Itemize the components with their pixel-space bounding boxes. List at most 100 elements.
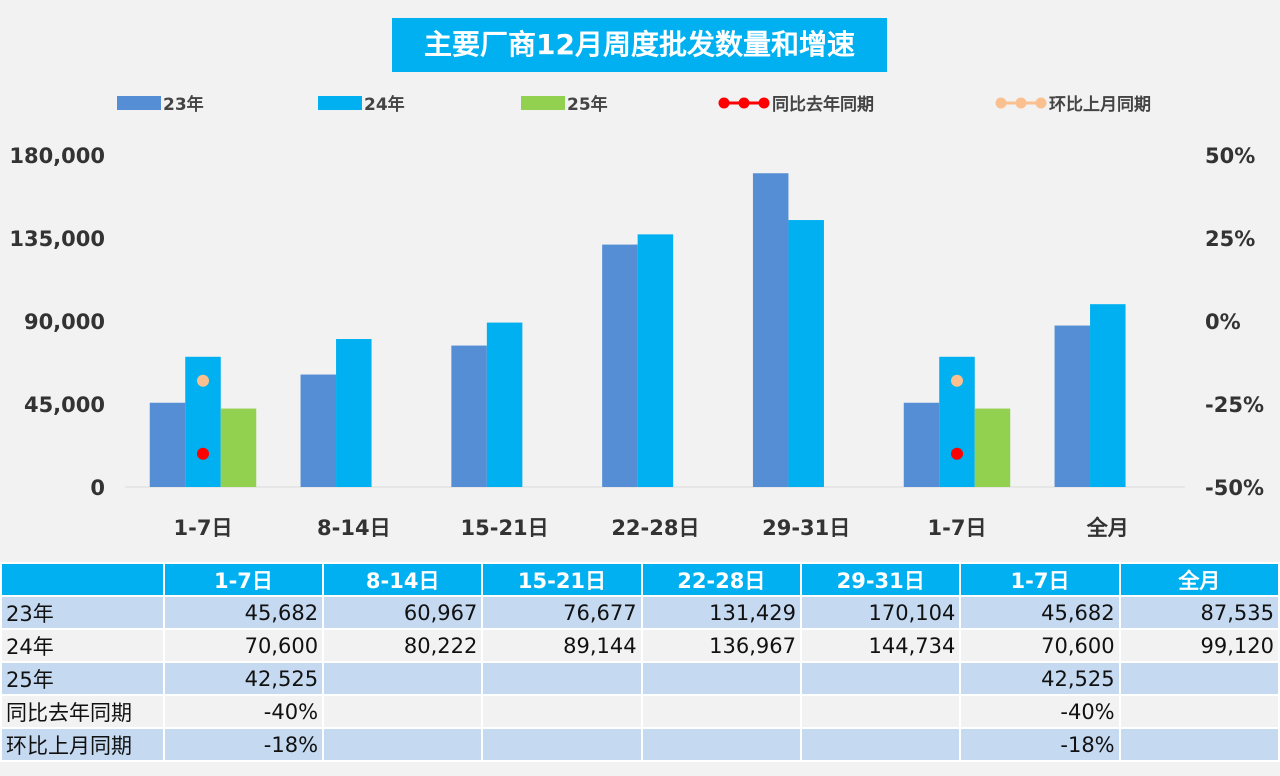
- legend-item: 24年: [318, 90, 405, 115]
- point-同比去年同期: [951, 447, 963, 460]
- table-cell: 70,600: [959, 628, 1121, 663]
- x-tick-label: 1-7日: [928, 516, 987, 540]
- legend-label: 25年: [567, 95, 608, 115]
- table-cell: 136,967: [640, 628, 802, 663]
- table-cell: [322, 661, 484, 696]
- table-cell: [322, 694, 484, 729]
- table-cell: 144,734: [799, 628, 962, 663]
- y-right-tick: 0%: [1205, 310, 1241, 334]
- legend-label: 同比去年同期: [772, 95, 874, 115]
- table-cell: 99,120: [1118, 628, 1280, 663]
- y-left-tick: 45,000: [24, 393, 105, 417]
- x-tick-label: 1-7日: [174, 516, 233, 540]
- row-label: 23年: [0, 595, 165, 630]
- table-cell: [481, 694, 643, 729]
- y-right-tick: 50%: [1205, 144, 1255, 168]
- bar-24年: [637, 234, 674, 487]
- table-row: 23年 45,682 60,967 76,677 131,429 170,104 45,68…: [0, 595, 1280, 630]
- bar-23年: [451, 345, 487, 487]
- table-cell: 131,429: [640, 595, 802, 630]
- table-cell: [481, 727, 643, 762]
- table-cell: [481, 661, 643, 696]
- x-tick-label: 15-21日: [461, 516, 549, 540]
- x-tick-label: 29-31日: [762, 516, 850, 540]
- table-cell: 15-21日: [481, 562, 643, 597]
- bar-24年: [1090, 304, 1126, 487]
- legend-marker: [718, 97, 770, 108]
- table-row: 环比上月同期 -18% -18%: [0, 727, 1280, 762]
- row-label: 同比去年同期: [0, 694, 165, 729]
- bar-24年: [788, 220, 824, 487]
- table-cell: 全月: [1118, 562, 1280, 597]
- table-row: 25年 42,525 42,525: [0, 661, 1280, 696]
- table-cell: -18%: [959, 727, 1121, 762]
- bar-23年: [602, 244, 638, 487]
- table-cell: [799, 694, 962, 729]
- legend: 23年 24年 25年 同比去年同期 环比上月同期: [0, 90, 1280, 115]
- table-cell: [799, 727, 962, 762]
- table-cell: -40%: [959, 694, 1121, 729]
- table-cell: [799, 661, 962, 696]
- y-left-tick: 0: [90, 476, 105, 500]
- table-cell: 45,682: [162, 595, 325, 630]
- y-left-tick: 135,000: [9, 227, 105, 251]
- legend-item: 环比上月同期: [995, 90, 1151, 115]
- table-cell: 29-31日: [799, 562, 962, 597]
- row-label: 24年: [0, 628, 165, 663]
- legend-marker: [521, 95, 565, 110]
- bar-25年: [974, 408, 1011, 487]
- legend-marker: [318, 95, 362, 110]
- legend-item: 23年: [117, 90, 204, 115]
- chart-title: 主要厂商12月周度批发数量和增速: [392, 18, 887, 72]
- table-row: 同比去年同期 -40% -40%: [0, 694, 1280, 729]
- table-cell: [640, 694, 802, 729]
- chart-plot: 180,000 135,000 90,000 45,000 0 50% 25% 0% -25% -…: [9, 144, 1264, 540]
- y-left-tick: 180,000: [9, 144, 105, 168]
- legend-label: 24年: [364, 95, 405, 115]
- table-cell: 70,600: [162, 628, 325, 663]
- table-cell: 80,222: [322, 628, 484, 663]
- y-left-tick: 90,000: [24, 310, 105, 334]
- table-cell: [640, 661, 802, 696]
- table-cell: [1118, 694, 1280, 729]
- row-label: 环比上月同期: [0, 727, 165, 762]
- table-row: 24年 70,600 80,222 89,144 136,967 144,734 70,60…: [0, 628, 1280, 663]
- table-cell: 8-14日: [322, 562, 484, 597]
- legend-marker: [995, 97, 1047, 108]
- y-right-tick: 25%: [1205, 227, 1255, 251]
- bar-23年: [752, 173, 789, 487]
- table-cell: 76,677: [481, 595, 643, 630]
- table-header-row: 1-7日 8-14日 15-21日 22-28日 29-31日 1-7日 全月: [0, 562, 1280, 597]
- legend-label: 环比上月同期: [1049, 95, 1151, 115]
- table-cell: 89,144: [481, 628, 643, 663]
- point-环比上月同期: [951, 374, 963, 387]
- row-label: 25年: [0, 661, 165, 696]
- point-同比去年同期: [197, 447, 209, 460]
- table-cell: [1118, 727, 1280, 762]
- table-cell: -18%: [162, 727, 325, 762]
- table-cell: [1118, 661, 1280, 696]
- table-cell: 1-7日: [162, 562, 325, 597]
- row-label: [0, 562, 165, 597]
- bar-25年: [220, 408, 257, 487]
- legend-marker: [117, 95, 161, 110]
- y-right-tick: -25%: [1205, 393, 1264, 417]
- legend-item: 同比去年同期: [718, 90, 874, 115]
- table-cell: 42,525: [162, 661, 325, 696]
- point-环比上月同期: [197, 374, 209, 387]
- table-cell: -40%: [162, 694, 325, 729]
- table-cell: 45,682: [959, 595, 1121, 630]
- legend-item: 25年: [521, 90, 608, 115]
- bar-23年: [1054, 325, 1091, 487]
- table-cell: [322, 727, 484, 762]
- table-cell: 22-28日: [640, 562, 802, 597]
- bar-24年: [336, 339, 372, 487]
- x-tick-label: 全月: [1086, 516, 1129, 540]
- y-right-tick: -50%: [1205, 476, 1264, 500]
- table-cell: 1-7日: [959, 562, 1121, 597]
- table-cell: [640, 727, 802, 762]
- legend-label: 23年: [163, 95, 204, 115]
- data-table: 1-7日 8-14日 15-21日 22-28日 29-31日 1-7日 全月 23年 45,6…: [0, 562, 1280, 762]
- bar-23年: [149, 402, 186, 487]
- table-cell: 170,104: [799, 595, 962, 630]
